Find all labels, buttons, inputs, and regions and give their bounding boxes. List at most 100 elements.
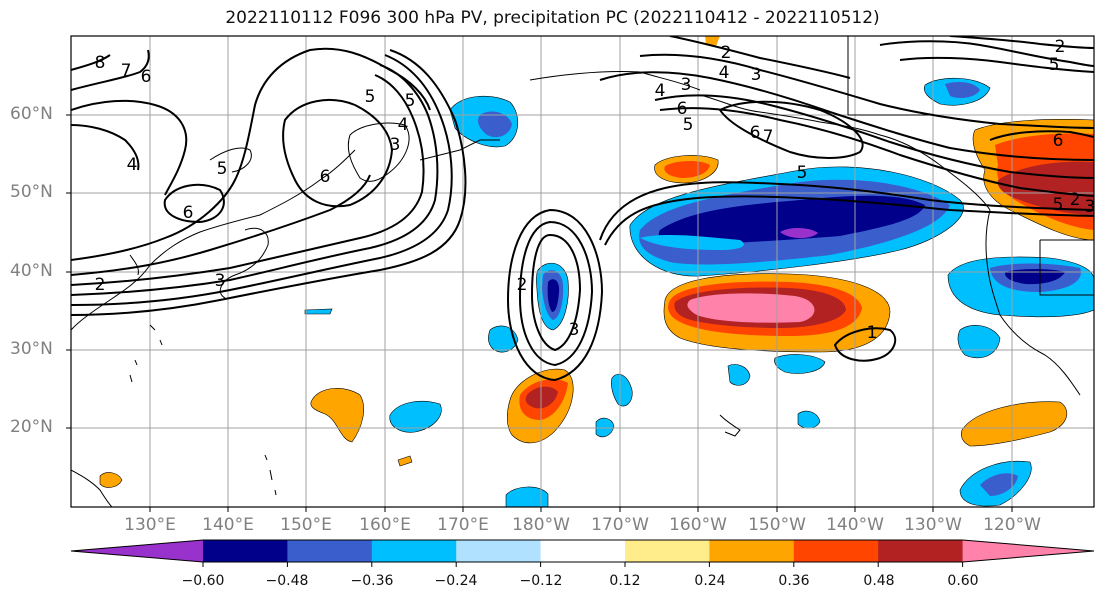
- precip-neg-5: [595, 417, 615, 438]
- colorbar-label: −0.12: [519, 573, 563, 589]
- lon-label: 150°E: [280, 515, 332, 535]
- precip-pos-w2: [99, 472, 123, 488]
- colorbar-swatch: [203, 540, 288, 562]
- colorbar-swatch: [287, 540, 373, 562]
- precip-pos-n2: [705, 36, 720, 46]
- colorbar-label: −0.60: [181, 573, 225, 589]
- colorbar-swatch: [456, 540, 542, 562]
- colorbar-label: 0.12: [609, 573, 641, 589]
- contour-label: 2: [1070, 190, 1081, 210]
- colorbar-extend-high: [962, 540, 1094, 562]
- map-title: 2022110112 F096 300 hPa PV, precipitatio…: [225, 8, 880, 28]
- contour-label: 3: [215, 271, 226, 291]
- lon-label: 160°E: [359, 515, 411, 535]
- contour-label: 7: [763, 127, 774, 147]
- lon-label: 170°E: [437, 515, 489, 535]
- colorbar-swatch: [540, 540, 626, 562]
- precip-neg-9: [304, 308, 333, 315]
- colorbar-label: 0.24: [694, 573, 726, 589]
- contour-label: 4: [719, 63, 730, 83]
- contour-label: 3: [1085, 197, 1096, 217]
- lat-label: 30°N: [10, 339, 53, 359]
- precip-neg-180-40n-dark: [547, 279, 560, 312]
- precip-pos-ne-dark: [997, 161, 1094, 215]
- contour-label: 3: [681, 75, 692, 95]
- lon-label: 160°W: [669, 515, 727, 535]
- precip-neg-s1: [957, 325, 1001, 359]
- precip-neg-coast-dark: [1004, 269, 1065, 285]
- contour-label: 5: [1049, 55, 1060, 75]
- lat-label: 50°N: [10, 182, 53, 202]
- contour-label: 2: [721, 43, 732, 63]
- lon-label: 140°E: [202, 515, 254, 535]
- lon-label: 130°E: [124, 515, 176, 535]
- contour-label: 5: [1053, 195, 1064, 215]
- colorbar-label: −0.36: [350, 573, 394, 589]
- contour-label: 2: [517, 275, 528, 295]
- colorbar-swatch: [371, 540, 457, 562]
- contour-label: 2: [1055, 37, 1066, 57]
- contour-label: 3: [390, 135, 401, 155]
- colorbar: [70, 539, 1095, 567]
- contour-label: 4: [127, 155, 138, 175]
- precip-neg-dark: [658, 195, 925, 245]
- colorbar-swatch: [709, 540, 795, 562]
- lat-label: 60°N: [10, 104, 53, 124]
- contour-label: 3: [569, 320, 580, 340]
- contour-label: 5: [405, 91, 416, 111]
- precip-neg-s2-mid: [980, 473, 1018, 496]
- lon-label: 140°W: [826, 515, 884, 535]
- contour-label: 1: [867, 323, 878, 343]
- lon-label: 120°W: [983, 515, 1041, 535]
- precip-neg-cyan-strip: [640, 234, 744, 250]
- contour-label: 6: [320, 167, 331, 187]
- precip-pos-w3: [397, 455, 413, 467]
- lat-label: 20°N: [10, 417, 53, 437]
- precip-pos-pink: [687, 293, 815, 323]
- colorbar-label: 0.48: [863, 573, 895, 589]
- colorbar-label: −0.48: [265, 573, 309, 589]
- contour-labels: 8 7 6 5 4 3 2 5 6 6 5 4 3 2 3 2 4 3 5 6 …: [95, 37, 1096, 343]
- precip-neg-purple: [780, 227, 818, 239]
- precip-neg-3: [505, 486, 549, 507]
- contour-label: 6: [677, 99, 688, 119]
- precip-pos-s: [960, 401, 1068, 447]
- precip-pos-180w-dark: [525, 386, 558, 409]
- colorbar-extend-low: [71, 540, 203, 562]
- lon-label: 180°W: [512, 515, 570, 535]
- precip-neg-8: [797, 410, 821, 429]
- precip-neg-n-mid: [945, 82, 980, 98]
- precip-neg-7: [774, 354, 826, 374]
- pv-contours: [71, 36, 1094, 382]
- lon-label: 150°W: [748, 515, 806, 535]
- lon-label: 170°W: [591, 515, 649, 535]
- precip-pos-w1: [310, 388, 364, 443]
- contour-label: 5: [797, 163, 808, 183]
- colorbar-swatch: [625, 540, 710, 562]
- precip-neg-nw-mid: [478, 111, 512, 138]
- contour-label: 6: [141, 67, 152, 87]
- contour-label: 5: [365, 87, 376, 107]
- contour-label: 3: [751, 65, 762, 85]
- lat-label: 40°N: [10, 261, 53, 281]
- colorbar-swatch: [878, 540, 964, 562]
- precip-shading: [99, 36, 1094, 507]
- colorbar-swatch: [793, 540, 879, 562]
- precip-neg-2: [488, 325, 519, 353]
- contour-label: 7: [121, 61, 132, 81]
- contour-label: 6: [750, 123, 761, 143]
- precip-neg-4: [611, 374, 633, 407]
- contour-label: 6: [183, 203, 194, 223]
- lon-label: 130°W: [904, 515, 962, 535]
- precip-pos-n-mid: [664, 160, 710, 178]
- contour-label: 6: [1053, 131, 1064, 151]
- colorbar-label: 0.36: [778, 573, 810, 589]
- contour-label: 4: [398, 115, 409, 135]
- contour-label: 5: [683, 115, 694, 135]
- colorbar-label: 0.60: [947, 573, 979, 589]
- contour-label: 8: [95, 53, 106, 73]
- axis-ticks: [66, 114, 1013, 512]
- contour-label: 4: [655, 81, 666, 101]
- contour-label: 5: [217, 159, 228, 179]
